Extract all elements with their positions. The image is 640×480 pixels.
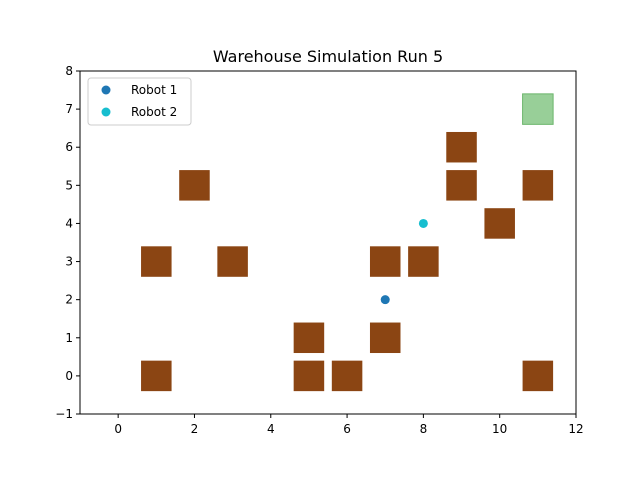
robot-1-point	[380, 295, 390, 305]
y-tick-label: 1	[65, 331, 73, 345]
obstacle-3	[179, 170, 210, 201]
obstacle-12	[446, 131, 477, 163]
x-tick-label: 0	[114, 422, 122, 436]
y-tick-label: 5	[65, 178, 73, 192]
x-tick-label: 8	[420, 422, 428, 436]
legend-marker-robot-1	[101, 85, 111, 95]
y-tick-label: 8	[65, 64, 73, 78]
obstacle-8	[369, 322, 401, 354]
obstacle-2	[141, 246, 172, 277]
robot-2-point	[418, 218, 428, 228]
legend-label-robot-2: Robot 2	[131, 105, 177, 119]
y-tick-label: 0	[65, 369, 73, 383]
legend-label-robot-1: Robot 1	[131, 83, 177, 97]
obstacle-6	[293, 322, 325, 354]
y-tick-label: −1	[55, 407, 73, 421]
legend: Robot 1 Robot 2	[87, 77, 192, 126]
x-tick-label: 6	[343, 422, 351, 436]
obstacle-11	[446, 170, 477, 201]
obstacle-13	[484, 208, 515, 239]
obstacle-9	[369, 246, 401, 277]
x-tick-label: 10	[492, 422, 507, 436]
y-tick-label: 3	[65, 255, 73, 269]
obstacle-4	[217, 246, 248, 277]
y-tick-label: 4	[65, 216, 73, 230]
obstacle-14	[522, 170, 554, 201]
obstacle-1	[141, 360, 172, 392]
axes-frame	[79, 70, 577, 415]
x-tick-label: 12	[568, 422, 583, 436]
legend-box	[87, 77, 192, 126]
plot-area	[141, 93, 554, 392]
goal-marker	[522, 93, 554, 125]
y-tick-label: 6	[65, 140, 73, 154]
obstacle-15	[522, 360, 554, 392]
x-tick-label: 2	[191, 422, 199, 436]
x-tick-label: 4	[267, 422, 275, 436]
y-tick-label: 7	[65, 102, 73, 116]
chart-title: Warehouse Simulation Run 5	[213, 47, 443, 66]
obstacle-10	[408, 246, 439, 277]
y-tick-label: 2	[65, 293, 73, 307]
obstacle-5	[293, 360, 325, 392]
legend-marker-robot-2	[101, 107, 111, 117]
obstacle-7	[331, 360, 363, 392]
